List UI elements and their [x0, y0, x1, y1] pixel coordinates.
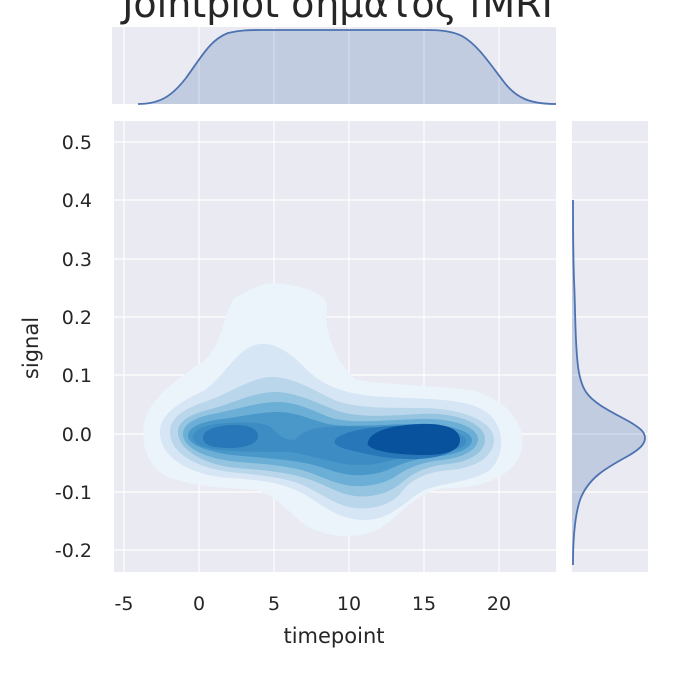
y-tick: 0.4	[62, 190, 92, 212]
y-axis-label: signal	[19, 317, 43, 379]
main-kde-plot: 0.5 0.4 0.3 0.2 0.1 0.0 -0.1 -0.2 -5 0 5…	[19, 121, 556, 648]
marginal-y-kde	[572, 121, 648, 572]
y-tick: 0.5	[62, 132, 92, 154]
y-axis-ticks: 0.5 0.4 0.3 0.2 0.1 0.0 -0.1 -0.2	[55, 132, 92, 562]
y-tick: 0.0	[62, 424, 92, 446]
y-tick: 0.2	[62, 307, 92, 329]
y-tick: -0.2	[55, 540, 92, 562]
x-tick: 0	[193, 593, 205, 615]
y-tick: -0.1	[55, 482, 92, 504]
x-tick: 20	[487, 593, 511, 615]
x-tick: -5	[115, 593, 134, 615]
x-tick: 5	[268, 593, 280, 615]
kde-contours	[143, 283, 523, 537]
x-axis-label: timepoint	[283, 624, 384, 648]
x-tick: 15	[412, 593, 436, 615]
x-axis-ticks: -5 0 5 10 15 20	[115, 593, 512, 615]
marginal-x-kde	[112, 27, 557, 105]
chart-title: Jointplot σήματος fMRI	[122, 0, 553, 26]
y-tick: 0.1	[62, 365, 92, 387]
x-tick: 10	[337, 593, 361, 615]
y-tick: 0.3	[62, 249, 92, 271]
